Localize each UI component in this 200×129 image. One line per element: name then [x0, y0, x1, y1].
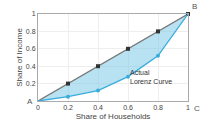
svg-text:0.8: 0.8: [26, 28, 36, 35]
svg-text:1: 1: [186, 104, 190, 111]
svg-text:C: C: [194, 104, 200, 113]
svg-text:0.4: 0.4: [26, 63, 36, 70]
svg-text:0.4: 0.4: [93, 104, 103, 111]
svg-text:A: A: [27, 97, 33, 106]
svg-text:0.2: 0.2: [63, 104, 73, 111]
svg-text:0.2: 0.2: [26, 80, 36, 87]
svg-text:B: B: [192, 2, 197, 11]
svg-text:1: 1: [32, 10, 36, 17]
svg-text:0.6: 0.6: [123, 104, 133, 111]
svg-text:Share of Income: Share of Income: [15, 28, 24, 87]
svg-text:0.8: 0.8: [153, 104, 163, 111]
svg-text:0: 0: [36, 104, 40, 111]
svg-text:0.6: 0.6: [26, 45, 36, 52]
svg-text:ActualLorenz Curve: ActualLorenz Curve: [130, 69, 172, 85]
svg-text:Share of Households: Share of Households: [76, 112, 151, 121]
